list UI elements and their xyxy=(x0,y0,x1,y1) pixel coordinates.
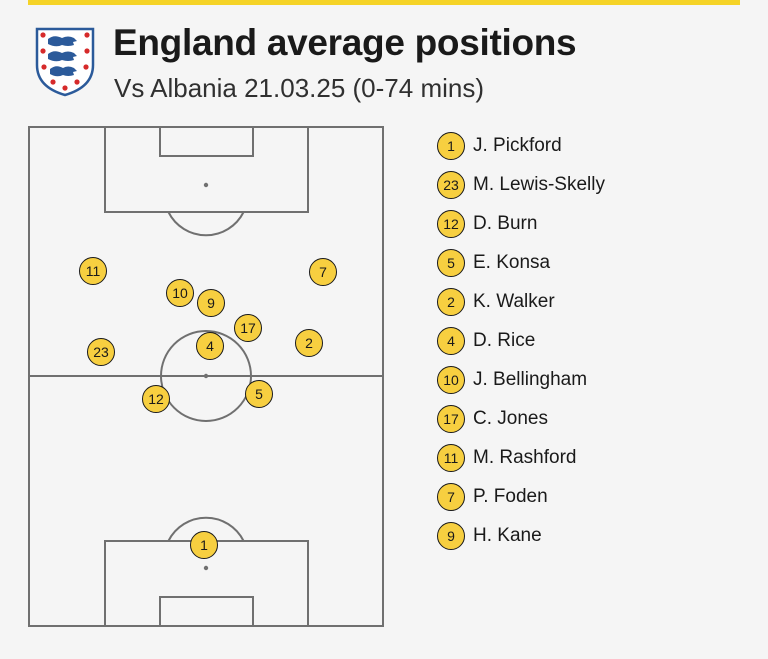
legend-player-name: M. Rashford xyxy=(473,446,577,468)
bottom-six-yard-box xyxy=(159,596,254,627)
pitch-marker-1: 1 xyxy=(190,531,218,559)
pitch-marker-23: 23 xyxy=(87,338,115,366)
legend-row: 7 P. Foden xyxy=(437,477,605,516)
legend-marker-1: 1 xyxy=(437,131,465,160)
legend-row: 11 M. Rashford xyxy=(437,438,605,477)
legend-row: 17 C. Jones xyxy=(437,399,605,438)
legend-row: 2 K. Walker xyxy=(437,282,605,321)
legend-player-name: D. Rice xyxy=(473,329,536,351)
pitch-marker-11: 11 xyxy=(79,257,107,285)
match-subtitle: Vs Albania 21.03.25 (0-74 mins) xyxy=(114,73,484,103)
legend-player-name: H. Kane xyxy=(473,524,542,546)
legend-marker-11: 11 xyxy=(437,443,465,472)
top-six-yard-box xyxy=(159,126,254,157)
legend-row: 4 D. Rice xyxy=(437,321,605,360)
legend-row: 12 D. Burn xyxy=(437,204,605,243)
pitch-marker-4: 4 xyxy=(196,332,224,360)
legend-player-name: P. Foden xyxy=(473,485,548,507)
pitch-marker-12: 12 xyxy=(142,385,170,413)
pitch-marker-2: 2 xyxy=(295,329,323,357)
top-penalty-area xyxy=(104,126,309,213)
legend-marker-9: 9 xyxy=(437,521,465,550)
legend-marker-12: 12 xyxy=(437,209,465,238)
legend-row: 5 E. Konsa xyxy=(437,243,605,282)
legend-player-name: J. Pickford xyxy=(473,134,562,156)
legend-row: 1 J. Pickford xyxy=(437,126,605,165)
bottom-penalty-spot xyxy=(203,565,209,571)
page-title: England average positions xyxy=(113,22,577,63)
top-penalty-arc xyxy=(167,211,245,237)
legend-marker-2: 2 xyxy=(437,287,465,316)
legend-player-name: D. Burn xyxy=(473,212,538,234)
pitch-marker-5: 5 xyxy=(245,380,273,408)
legend-player-name: E. Konsa xyxy=(473,251,551,273)
legend-marker-4: 4 xyxy=(437,326,465,355)
legend-row: 10 J. Bellingham xyxy=(437,360,605,399)
pitch-marker-10: 10 xyxy=(166,279,194,307)
legend-player-name: C. Jones xyxy=(473,407,548,429)
legend-player-name: J. Bellingham xyxy=(473,368,588,390)
legend-marker-10: 10 xyxy=(437,365,465,394)
pitch-marker-9: 9 xyxy=(197,289,225,317)
legend-marker-7: 7 xyxy=(437,482,465,511)
legend-player-name: K. Walker xyxy=(473,290,555,312)
pitch-marker-7: 7 xyxy=(309,258,337,286)
accent-bar xyxy=(28,0,740,5)
pitch-marker-17: 17 xyxy=(234,314,262,342)
legend-marker-5: 5 xyxy=(437,248,465,277)
legend-marker-17: 17 xyxy=(437,404,465,433)
centre-circle xyxy=(160,330,252,422)
top-penalty-spot xyxy=(203,182,209,188)
legend-marker-23: 23 xyxy=(437,170,465,199)
legend-row: 9 H. Kane xyxy=(437,516,605,555)
bottom-penalty-arc xyxy=(167,516,245,542)
player-legend: 1 J. Pickford 23 M. Lewis-Skelly 12 D. Burn 5 E… xyxy=(437,126,605,555)
three-lions-crest-icon xyxy=(35,27,95,97)
legend-player-name: M. Lewis-Skelly xyxy=(473,173,605,195)
legend-row: 23 M. Lewis-Skelly xyxy=(437,165,605,204)
centre-spot xyxy=(203,373,209,379)
